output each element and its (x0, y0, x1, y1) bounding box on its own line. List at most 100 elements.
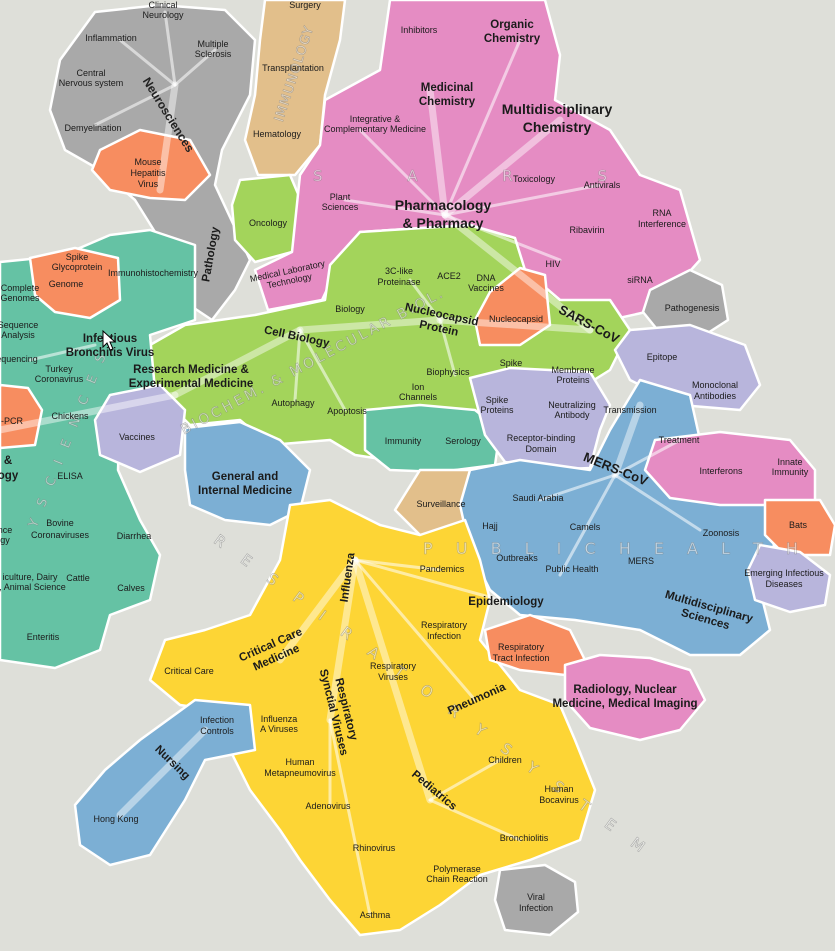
term-mers[interactable]: MERS (628, 556, 654, 566)
term-human-bocavirus[interactable]: Human Bocavirus (539, 784, 579, 805)
term-infection-controls[interactable]: Infection Controls (200, 715, 234, 736)
term-pharmacology-pharmacy[interactable]: Pharmacology & Pharmacy (395, 197, 492, 231)
term-treatment[interactable]: Treatment (659, 435, 700, 445)
term-epidemiology[interactable]: Epidemiology (468, 596, 544, 608)
term-cattle[interactable]: Cattle (66, 573, 90, 583)
region-pathogenesis (641, 268, 730, 340)
term-calves[interactable]: Calves (117, 583, 145, 593)
term-influenza-a-viruses[interactable]: Influenza A Viruses (260, 714, 298, 734)
term-sirna[interactable]: siRNA (627, 275, 653, 285)
term-biophysics[interactable]: Biophysics (426, 367, 470, 377)
term-innate-immunity[interactable]: Innate Immunity (772, 457, 809, 477)
term-spike[interactable]: Spike (500, 358, 523, 368)
term-research-medicine[interactable]: Research Medicine & Experimental Medicine (129, 364, 254, 390)
term-diarrhea[interactable]: Diarrhea (117, 531, 152, 541)
term-bats[interactable]: Bats (789, 520, 808, 530)
term-demyelination[interactable]: Demyelination (64, 123, 121, 133)
term-autophagy[interactable]: Autophagy (271, 398, 315, 408)
term-layer: Surgery Transplantation Hematology Oncol… (0, 0, 824, 920)
term-camels[interactable]: Camels (570, 522, 601, 532)
term-transplantation[interactable]: Transplantation (262, 63, 324, 73)
term-asthma[interactable]: Asthma (360, 910, 391, 920)
term-bovine-coronaviruses[interactable]: Bovine Coronaviruses (31, 518, 90, 540)
term-general-internal-medicine[interactable]: General and Internal Medicine (198, 471, 292, 497)
term-genome[interactable]: Genome (49, 279, 84, 289)
term-viral-infection[interactable]: Viral Infection (519, 892, 553, 913)
term-enteritis[interactable]: Enteritis (27, 632, 60, 642)
term-dairy-animal-science[interactable]: iculture, Dairy e, Animal Science (0, 572, 66, 592)
term-rna-interference[interactable]: RNA Interference (638, 208, 686, 229)
term-inhibitors[interactable]: Inhibitors (401, 25, 438, 35)
term-respiratory-viruses[interactable]: Respiratory Viruses (370, 661, 417, 682)
term-central-nervous-system[interactable]: Central Nervous system (59, 68, 124, 88)
term-monoclonal-antibodies[interactable]: Monoclonal Antibodies (692, 380, 738, 401)
term-surveillance[interactable]: Surveillance (416, 499, 465, 509)
term-nce-gy[interactable]: nce gy (0, 525, 12, 545)
term-complete-genomes[interactable]: Complete Genomes (0, 283, 40, 303)
term-antivirals[interactable]: Antivirals (584, 180, 621, 190)
term-nucleocapsid[interactable]: Nucleocapsid (489, 314, 543, 324)
term-sequencing[interactable]: Sequencing (0, 354, 38, 364)
term-hong-kong[interactable]: Hong Kong (93, 814, 138, 824)
term-immunohistochemistry[interactable]: Immunohistochemistry (108, 268, 199, 278)
term-toxicology[interactable]: Toxicology (513, 174, 556, 184)
term-turkey-coronavirus[interactable]: Turkey Coronavirus (35, 364, 84, 384)
term-organic-chemistry[interactable]: Organic Chemistry (484, 19, 541, 45)
term-polymerase-chain-reaction[interactable]: Polymerase Chain Reaction (426, 864, 488, 884)
term-transmission[interactable]: Transmission (603, 405, 656, 415)
term-immunity[interactable]: Immunity (385, 436, 422, 446)
term-rt-pcr[interactable]: -PCR (1, 416, 23, 426)
term-membrane-proteins[interactable]: Membrane Proteins (551, 365, 594, 385)
term-ace2[interactable]: ACE2 (437, 271, 461, 281)
term-hiv[interactable]: HIV (545, 259, 560, 269)
term-multiple-sclerosis[interactable]: Multiple Sclerosis (195, 39, 232, 59)
term-inflammation[interactable]: Inflammation (85, 33, 137, 43)
term-hematology[interactable]: Hematology (253, 129, 302, 139)
term-multidisciplinary-chemistry[interactable]: Multidisciplinary Chemistry (502, 101, 613, 135)
region-oncology (230, 173, 307, 264)
term-respiratory-tract-infection[interactable]: Respiratory Tract Infection (493, 642, 550, 663)
term-medicinal-chemistry[interactable]: Medicinal Chemistry (419, 82, 476, 108)
term-3c-like-proteinase[interactable]: 3C-like Proteinase (377, 266, 420, 287)
term-dna-vaccines[interactable]: DNA Vaccines (468, 273, 504, 293)
term-sequence-analysis[interactable]: Sequence Analysis (0, 320, 38, 340)
term-ribavirin[interactable]: Ribavirin (569, 225, 604, 235)
term-rhinovirus[interactable]: Rhinovirus (353, 843, 396, 853)
term-amp-ogy[interactable]: & ogy (0, 455, 19, 482)
term-chickens[interactable]: Chickens (51, 411, 89, 421)
term-radiology[interactable]: Radiology, Nuclear Medicine, Medical Imag… (552, 684, 697, 710)
term-pandemics[interactable]: Pandemics (420, 564, 465, 574)
term-biology[interactable]: Biology (335, 304, 365, 314)
term-clinical-neurology[interactable]: Clinical Neurology (142, 0, 184, 20)
term-saudi-arabia[interactable]: Saudi Arabia (512, 493, 563, 503)
term-adenovirus[interactable]: Adenovirus (305, 801, 351, 811)
term-spike-proteins[interactable]: Spike Proteins (480, 395, 514, 415)
term-oncology[interactable]: Oncology (249, 218, 288, 228)
term-hajj[interactable]: Hajj (482, 521, 498, 531)
term-receptor-binding-domain[interactable]: Receptor-binding Domain (507, 433, 576, 454)
term-critical-care[interactable]: Critical Care (164, 666, 214, 676)
term-serology[interactable]: Serology (445, 436, 481, 446)
term-apoptosis[interactable]: Apoptosis (327, 406, 367, 416)
term-children[interactable]: Children (488, 755, 522, 765)
term-pathogenesis[interactable]: Pathogenesis (665, 303, 720, 313)
term-human-metapneumovirus[interactable]: Human Metapneumovirus (264, 757, 336, 778)
term-respiratory-infection[interactable]: Respiratory Infection (421, 620, 468, 641)
term-spike-glycoprotein[interactable]: Spike Glycoprotein (52, 252, 103, 272)
term-surgery[interactable]: Surgery (289, 0, 321, 10)
term-epitope[interactable]: Epitope (647, 352, 678, 362)
term-emerging-infectious-diseases[interactable]: Emerging Infectious Diseases (744, 568, 824, 589)
term-zoonosis[interactable]: Zoonosis (703, 528, 740, 538)
term-vaccines[interactable]: Vaccines (119, 432, 155, 442)
term-bronchiolitis[interactable]: Bronchiolitis (500, 833, 549, 843)
term-outbreaks[interactable]: Outbreaks (496, 553, 538, 563)
term-interferons[interactable]: Interferons (699, 466, 743, 476)
term-neutralizing-antibody[interactable]: Neutralizing Antibody (548, 400, 596, 420)
term-integrative-medicine[interactable]: Integrative & Complementary Medicine (324, 114, 426, 134)
region-viral-infection (493, 863, 580, 937)
term-public-health[interactable]: Public Health (545, 564, 598, 574)
term-elisa[interactable]: ELISA (57, 471, 83, 481)
term-plant-sciences[interactable]: Plant Sciences (322, 192, 359, 212)
term-ion-channels[interactable]: Ion Channels (399, 382, 438, 402)
term-mouse-hepatitis-virus[interactable]: Mouse Hepatitis Virus (130, 157, 166, 189)
